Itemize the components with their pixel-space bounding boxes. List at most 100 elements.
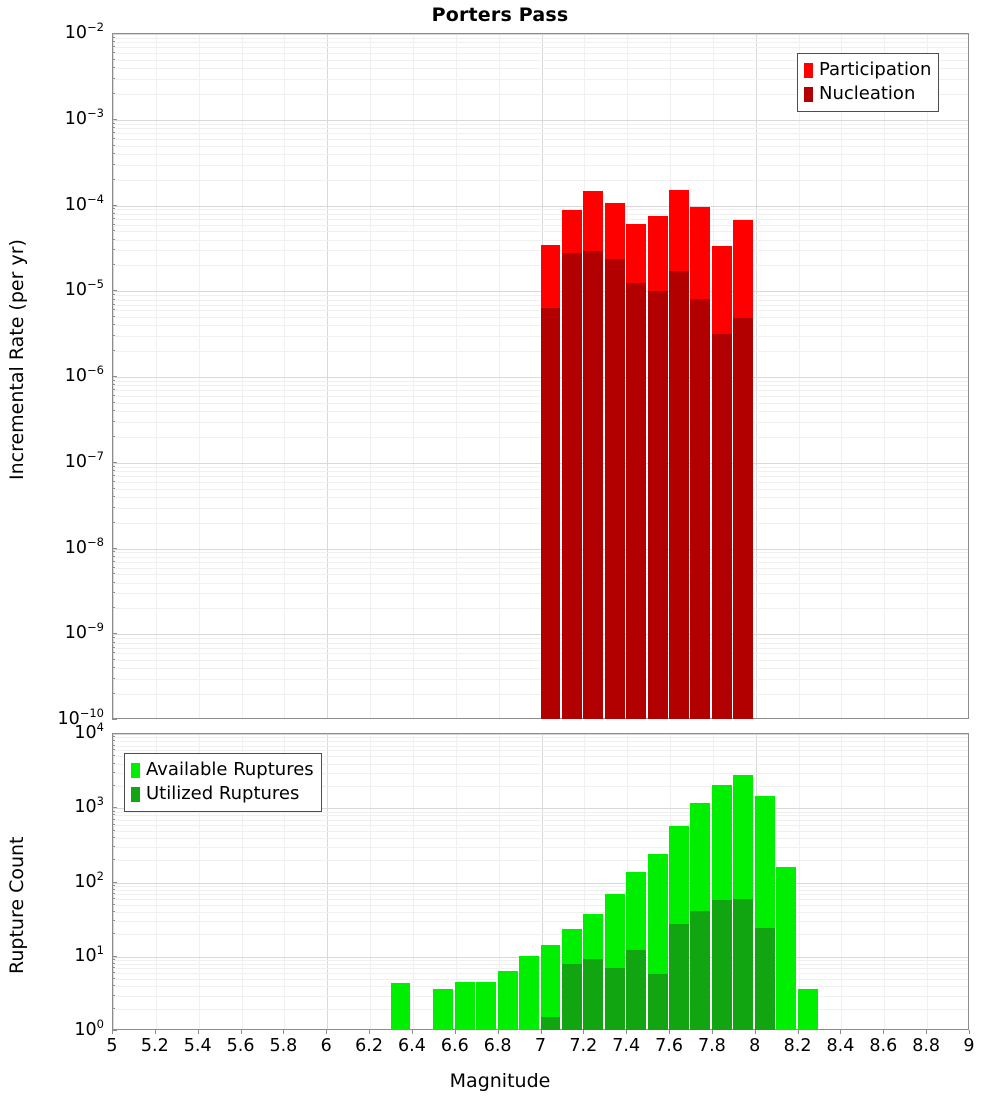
x-tick-label: 6.2 <box>355 1036 384 1056</box>
x-tick-label: 6.8 <box>483 1036 512 1056</box>
participation-nucleation-legend-item[interactable]: Nucleation <box>804 82 931 106</box>
y-tick-mark <box>112 376 117 377</box>
y-tick-mark <box>112 897 115 899</box>
legend-swatch-icon <box>804 62 813 78</box>
y-tick-mark <box>112 506 115 508</box>
grid-line-vertical <box>884 734 886 1029</box>
x-tick-mark <box>326 1030 328 1034</box>
bar-available <box>454 981 475 1030</box>
x-tick-label: 7.6 <box>655 1036 683 1056</box>
grid-line-vertical <box>927 734 929 1029</box>
y-tick-label: 101 <box>74 942 104 966</box>
y-tick-mark <box>112 401 115 403</box>
grid-line-vertical <box>155 734 157 1029</box>
y-tick-mark <box>112 560 115 562</box>
x-tick-label: 8.2 <box>783 1036 812 1056</box>
y-tick-mark <box>112 495 115 497</box>
y-tick-mark <box>112 127 115 129</box>
y-tick-mark <box>112 884 115 886</box>
bottom-chart-legend: Available Ruptures Utilized Ruptures <box>124 753 322 812</box>
grid-line-horizontal-minor <box>113 745 968 747</box>
y-tick-mark <box>112 144 115 146</box>
y-tick-mark <box>112 972 115 974</box>
grid-line-horizontal-minor <box>113 824 968 826</box>
y-tick-mark <box>112 461 117 463</box>
y-tick-label: 10−6 <box>64 363 104 386</box>
y-tick-mark <box>112 58 115 60</box>
participation-nucleation-legend-item[interactable]: Participation <box>804 58 931 82</box>
y-tick-mark <box>112 1007 115 1009</box>
y-tick-mark <box>112 566 115 568</box>
grid-line-horizontal-minor <box>113 894 968 895</box>
y-tick-mark <box>112 641 115 643</box>
x-tick-mark <box>754 1030 756 1034</box>
x-tick-label: 7 <box>534 1036 547 1056</box>
x-tick-label: 5.4 <box>183 1036 212 1056</box>
y-tick-mark <box>112 784 115 786</box>
grid-line-horizontal-minor <box>113 239 968 241</box>
bar-utilized <box>583 959 604 1030</box>
bar-utilized <box>733 899 754 1030</box>
y-tick-label: 10−10 <box>57 706 104 729</box>
bar-utilized <box>711 899 732 1030</box>
bar-available <box>519 955 539 1030</box>
y-tick-mark <box>112 955 117 957</box>
grid-line-vertical <box>455 34 457 718</box>
y-tick-mark <box>112 667 115 669</box>
grid-line-horizontal <box>113 34 968 35</box>
y-tick-mark <box>112 249 115 251</box>
grid-line-horizontal-minor <box>113 837 968 839</box>
y-tick-mark <box>112 470 115 472</box>
y-tick-mark <box>112 178 115 180</box>
grid-line-horizontal-minor <box>113 885 968 887</box>
x-tick-label: 8 <box>749 1036 761 1056</box>
y-tick-mark <box>112 465 115 467</box>
y-tick-mark <box>112 736 115 738</box>
y-tick-mark <box>112 573 115 575</box>
y-tick-mark <box>112 212 115 214</box>
x-tick-mark <box>283 1030 285 1034</box>
y-tick-mark <box>112 36 115 38</box>
y-tick-label: 100 <box>74 1017 104 1040</box>
y-tick-mark <box>112 46 115 48</box>
y-tick-mark <box>112 294 115 296</box>
x-tick-mark <box>540 1030 542 1034</box>
y-tick-mark <box>112 33 117 34</box>
grid-line-horizontal-minor <box>113 830 968 832</box>
grid-line-horizontal-minor <box>113 934 968 936</box>
grid-line-horizontal-minor <box>113 756 968 758</box>
bar-utilized <box>669 923 689 1030</box>
y-tick-label: 10−3 <box>64 105 104 129</box>
grid-line-horizontal <box>113 119 968 121</box>
rupture-count-legend-item[interactable]: Utilized Ruptures <box>131 782 314 806</box>
grid-line-vertical <box>370 34 372 718</box>
y-tick-mark <box>112 859 115 861</box>
bar-nucleation <box>733 317 754 719</box>
y-tick-mark <box>112 807 117 809</box>
y-tick-mark <box>112 994 115 996</box>
x-tick-label: 6.4 <box>398 1036 426 1056</box>
y-tick-mark <box>112 814 115 816</box>
y-tick-mark <box>112 420 115 422</box>
y-tick-mark <box>112 607 115 609</box>
grid-line-horizontal-minor <box>113 889 968 891</box>
grid-line-horizontal-minor <box>113 904 968 906</box>
y-tick-mark <box>112 487 115 489</box>
bar-available <box>776 867 797 1030</box>
grid-line-vertical <box>841 34 843 718</box>
x-tick-label: 5 <box>106 1036 118 1056</box>
grid-line-horizontal-minor <box>113 93 968 95</box>
grid-line-vertical <box>198 734 200 1029</box>
grid-line-horizontal-minor <box>113 153 968 155</box>
grid-line-vertical <box>241 734 243 1029</box>
bar-utilized <box>647 973 668 1030</box>
y-tick-mark <box>112 771 115 773</box>
y-tick-mark <box>112 122 115 124</box>
x-tick-label: 6.6 <box>440 1036 469 1056</box>
x-tick-mark <box>711 1030 713 1034</box>
y-tick-mark <box>112 335 115 337</box>
bar-nucleation <box>540 308 561 719</box>
y-tick-mark <box>112 92 115 94</box>
rupture-count-legend-item[interactable]: Available Ruptures <box>131 758 314 782</box>
y-tick-mark <box>112 230 115 232</box>
